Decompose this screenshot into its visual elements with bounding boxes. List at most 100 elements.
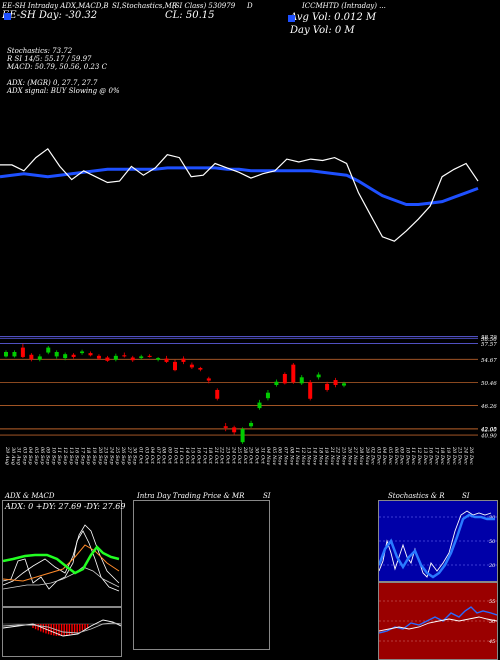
- average-line: [0, 166, 479, 206]
- candle-body: [257, 402, 262, 409]
- rsi-level-label: 55: [489, 599, 495, 605]
- candle-body: [342, 383, 346, 386]
- level-label: 54.67: [481, 358, 497, 364]
- date-tick-label: 31 Aug: [16, 447, 22, 465]
- date-tick-label: 03 Dec: [375, 447, 381, 465]
- candle-body: [206, 378, 211, 381]
- stochastics-value: Stochastics: 73.72: [7, 47, 73, 55]
- date-tick-label: 09 Dec: [399, 447, 405, 465]
- date-tick-label: 28 Nov: [358, 446, 364, 465]
- candle-body: [164, 358, 169, 362]
- candle-body: [181, 358, 186, 362]
- candle-body: [113, 355, 118, 360]
- candle-body: [130, 357, 135, 361]
- macd-plot: [3, 619, 121, 637]
- candle-body: [37, 356, 42, 360]
- symbol-marker: [288, 15, 295, 22]
- candle-body: [71, 354, 76, 357]
- candle-body: [316, 374, 321, 378]
- rsi-plot: 55 50 45: [379, 599, 497, 645]
- date-tick-label: 16 Oct: [195, 447, 201, 465]
- date-tick-label: 04 Oct: [149, 447, 155, 465]
- candle-body: [54, 352, 59, 357]
- candle-body: [333, 380, 338, 385]
- macd-signal-line: [3, 622, 121, 634]
- avg-volume: Avg Vol: 0.012 M: [290, 12, 377, 23]
- adx-green-line: [3, 545, 120, 575]
- level-label: 57.57: [481, 342, 497, 348]
- rsi-level-label: 45: [488, 639, 495, 645]
- candle-body: [232, 427, 237, 433]
- date-tick-label: 23 Sep: [103, 446, 109, 465]
- adx-panel-title: ADX & MACD: [5, 492, 55, 500]
- date-tick-label: 04 Nov: [265, 447, 271, 465]
- date-tick-label: 11 Sep: [56, 447, 62, 465]
- level-label: 42.00: [480, 428, 497, 434]
- adx-panel-values: ADX: 0 +DY: 27.69 -DY: 27.69: [5, 502, 126, 511]
- candle-body: [308, 382, 313, 399]
- header-d: D: [247, 2, 253, 10]
- candle-body: [249, 422, 254, 427]
- macd-panel: [2, 607, 122, 657]
- date-tick-label: 30 Sep: [132, 447, 138, 465]
- macd-value: MACD: 50.79, 50.56, 0.23 C: [7, 63, 107, 71]
- candle-body: [198, 367, 203, 370]
- date-tick-label: 08 Nov: [288, 447, 294, 465]
- date-tick-label: 23 Oct: [224, 446, 230, 465]
- date-tick-label: 15 Oct: [190, 447, 196, 465]
- date-tick-label: 03 Sep: [21, 447, 27, 465]
- stochastics-panel: 80 50 20: [378, 500, 498, 582]
- candle-body: [139, 356, 144, 359]
- adx-panel: ADX: 0 +DY: 27.69 -DY: 27.69: [2, 500, 126, 607]
- date-tick-label: 01 Oct: [137, 447, 143, 465]
- candle-body: [215, 389, 220, 399]
- date-tick-label: 19 Dec: [445, 447, 451, 465]
- close-price: CL: 50.15: [165, 10, 215, 21]
- level-label: 58.79: [481, 335, 497, 341]
- adx-white-line: [3, 524, 120, 586]
- candle-body: [173, 361, 177, 371]
- date-tick-label: 04 Dec: [381, 447, 387, 465]
- date-tick-label: 22 Nov: [335, 446, 341, 465]
- date-tick-label: 17 Oct: [201, 447, 207, 465]
- date-tick-label: 11 Nov: [294, 447, 300, 465]
- date-tick-label: 25 Sep: [114, 446, 120, 465]
- date-tick-label: 20 Sep: [97, 446, 103, 465]
- date-tick-label: 24 Dec: [462, 446, 468, 465]
- date-tick-label: 10 Oct: [172, 447, 178, 465]
- date-tick-label: 16 Sep: [74, 447, 80, 465]
- date-tick-label: 05 Nov: [271, 447, 277, 465]
- date-tick-label: 11 Dec: [410, 447, 416, 465]
- date-tick-label: 26 Dec: [468, 446, 474, 465]
- date-tick-label: 26 Sep: [120, 446, 126, 465]
- date-tick-label: 06 Dec: [393, 447, 399, 465]
- adx-white-line: [3, 530, 120, 592]
- date-tick-label: 08 Oct: [161, 447, 167, 465]
- candle-body: [105, 357, 110, 361]
- date-tick-label: 25 Nov: [341, 446, 347, 465]
- date-tick-label: 27 Sep: [126, 446, 132, 465]
- level-label: 40.90: [480, 434, 497, 440]
- stoch-level-label: 20: [488, 563, 496, 569]
- date-tick-label: 14 Nov: [312, 447, 318, 465]
- candle-body: [4, 352, 8, 357]
- date-tick-label: 20 Dec: [451, 446, 457, 465]
- header-line: EE-SH Intraday ADX,MACD,B SI,Stochastics…: [2, 2, 498, 11]
- date-tick-label: 31 Oct: [259, 447, 265, 465]
- date-tick-label: 19 Sep: [91, 447, 97, 465]
- candle-body: [122, 355, 127, 357]
- candle-body: [88, 353, 93, 356]
- date-tick-label: 19 Nov: [323, 447, 329, 465]
- level-label: 46.26: [480, 404, 497, 410]
- date-tick-label: 24 Oct: [230, 446, 236, 465]
- candle-body: [80, 351, 85, 354]
- date-tick-label: 04 Sep: [27, 447, 33, 465]
- level-label: 50.46: [481, 381, 497, 387]
- date-tick-label: 10 Sep: [50, 447, 56, 465]
- date-tick-label: 22 Oct: [219, 446, 225, 465]
- stoch-k-line: [379, 510, 492, 578]
- header-class: (SI Class) 530979: [172, 2, 236, 10]
- main-line-chart: [0, 147, 479, 242]
